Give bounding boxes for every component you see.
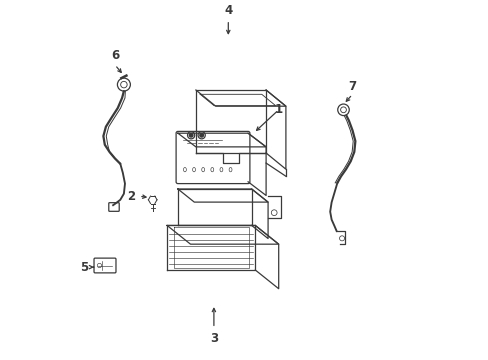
Circle shape — [189, 134, 193, 137]
Circle shape — [200, 134, 203, 137]
Text: 4: 4 — [224, 4, 232, 17]
Text: 6: 6 — [111, 49, 119, 62]
Text: 2: 2 — [127, 190, 135, 203]
Text: 7: 7 — [348, 80, 356, 93]
Text: 3: 3 — [209, 332, 218, 345]
Text: 1: 1 — [274, 103, 282, 116]
Text: 5: 5 — [80, 261, 88, 274]
